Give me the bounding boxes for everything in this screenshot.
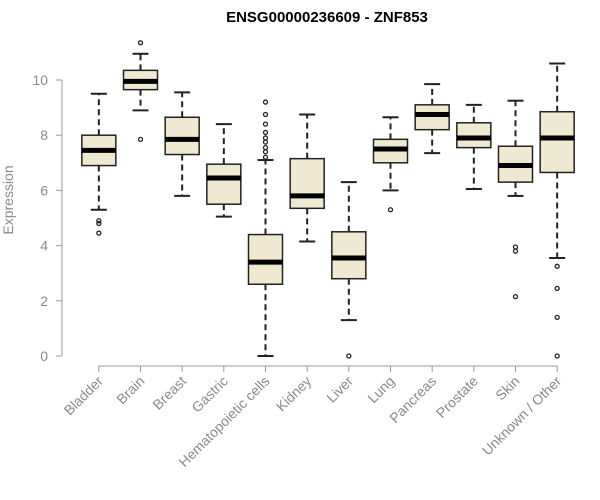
chart-title: ENSG00000236609 - ZNF853 (226, 9, 428, 26)
box-bladder (81, 92, 117, 236)
x-tick-label: Bladder (61, 373, 107, 419)
iqr-box (414, 104, 450, 131)
outlier-point (262, 111, 269, 118)
outlier-point (512, 244, 519, 250)
y-tick-label: 0 (40, 348, 48, 364)
y-tick-label: 4 (40, 238, 48, 254)
box-prostate (456, 103, 492, 191)
y-tick-label: 2 (40, 293, 48, 309)
outlier-point (96, 220, 102, 227)
iqr-box (206, 163, 242, 205)
box-unknown-other (539, 62, 575, 359)
x-tick-label: Lung (364, 373, 397, 406)
box-liver (331, 181, 367, 359)
box-gastric (206, 123, 242, 218)
outlier-point (137, 136, 144, 142)
outlier-point (554, 353, 560, 359)
box-breast (164, 91, 200, 197)
y-tick-label: 8 (40, 127, 48, 143)
box-kidney (289, 113, 325, 243)
outlier-point (262, 135, 269, 141)
x-tick-label: Brain (113, 373, 147, 407)
box-brain (122, 40, 159, 142)
outlier-point (387, 207, 394, 213)
outlier-point (262, 149, 269, 155)
outlier-point (512, 294, 519, 300)
iqr-box (247, 233, 284, 285)
boxes-group (81, 40, 575, 359)
outlier-point (262, 144, 269, 151)
outlier-point (262, 121, 269, 127)
outlier-point (262, 139, 269, 145)
outlier-point (262, 129, 269, 136)
outlier-point (346, 353, 352, 359)
outlier-point (512, 248, 519, 254)
box-skin (497, 99, 534, 300)
x-tick-label: Liver (323, 373, 356, 406)
y-axis: 0 2 4 6 8 10 (32, 72, 63, 364)
x-tick-label: Kidney (273, 373, 315, 415)
iqr-box (539, 110, 575, 174)
x-tick-label: Unknown / Other (479, 373, 565, 459)
iqr-box (289, 157, 325, 210)
iqr-box (331, 231, 367, 280)
y-tick-label: 10 (32, 72, 48, 88)
x-tick-label: Breast (149, 373, 189, 413)
x-tick-label: Prostate (433, 373, 481, 421)
outlier-point (554, 285, 560, 292)
outlier-point (262, 154, 269, 160)
box-hematopoietic-cells (247, 99, 284, 357)
outlier-point (554, 314, 560, 321)
iqr-box (456, 122, 492, 149)
y-axis-label: Expression (0, 165, 16, 234)
outlier-point (554, 263, 560, 269)
y-tick-label: 6 (40, 182, 48, 198)
outlier-point (96, 218, 102, 224)
outlier-point (96, 230, 102, 236)
box-pancreas (414, 83, 450, 155)
x-tick-label: Skin (492, 373, 523, 404)
box-lung (372, 116, 409, 213)
outlier-point (262, 99, 269, 105)
iqr-box (164, 116, 200, 156)
outlier-point (137, 40, 144, 46)
